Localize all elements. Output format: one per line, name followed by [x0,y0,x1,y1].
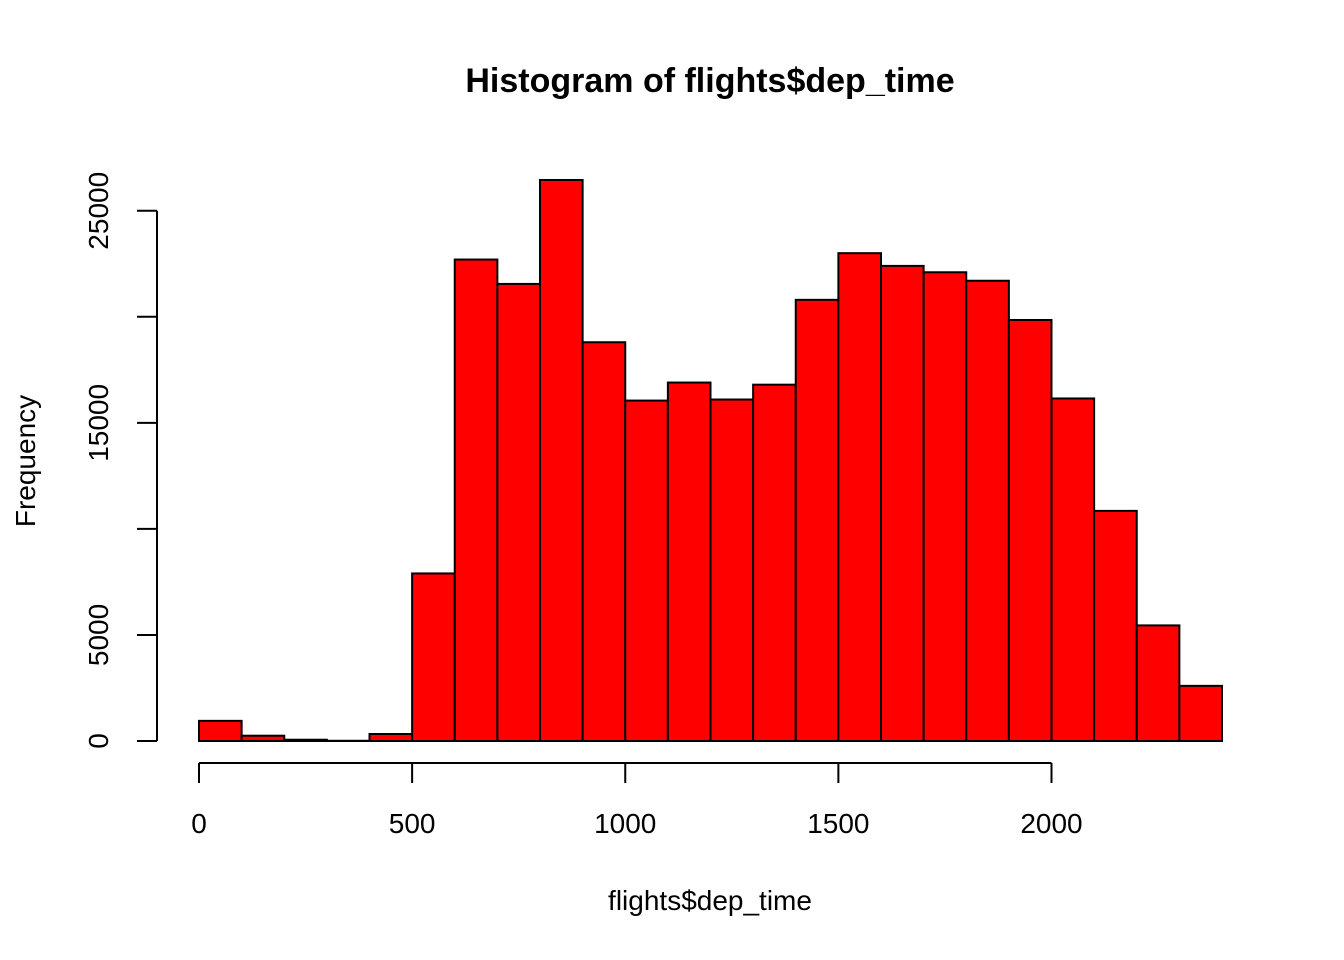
histogram-bar-20 [1050,397,1096,742]
histogram-bar-19 [1007,318,1053,742]
histogram-bar-15 [837,252,882,742]
histogram-bar-17 [922,271,968,742]
histogram-bar-13 [752,383,797,742]
histogram-bar-14 [794,298,840,742]
histogram-bar-22 [1135,624,1181,743]
y-tick-label-5: 25000 [83,172,114,250]
x-tick-label-0: 0 [191,808,207,839]
y-tick-label-0: 0 [83,733,114,749]
histogram-bar-9 [581,341,627,742]
histogram-bar-18 [965,279,1010,742]
y-axis: 0 5000 15000 25000 [83,172,158,749]
x-tick-label-1: 500 [389,808,436,839]
histogram-bar-21 [1093,509,1138,742]
histogram-bar-23 [1178,684,1223,742]
histogram-bar-10 [624,399,669,742]
histogram-bar-4 [368,733,414,742]
histogram-bar-11 [666,381,712,742]
chart-title: Histogram of flights$dep_time [465,62,954,100]
histogram-bar-2 [283,738,328,743]
histogram-bar-6 [453,258,499,742]
histogram-bar-0 [198,719,243,742]
x-axis-label: flights$dep_time [608,885,812,916]
bars-group [198,179,1223,743]
y-tick-label-1: 5000 [83,604,114,666]
histogram-bar-12 [709,398,755,742]
histogram-bar-5 [411,572,456,742]
histogram-bar-1 [240,734,286,743]
y-tick-label-3: 15000 [83,384,114,462]
histogram-bar-7 [496,282,541,742]
histogram-bar-16 [880,264,925,742]
x-tick-label-2: 1000 [594,808,656,839]
y-axis-label: Frequency [10,395,41,527]
histogram-bar-8 [539,179,584,742]
x-tick-label-4: 2000 [1020,808,1082,839]
x-axis: 0 500 1000 1500 2000 [191,762,1083,839]
x-tick-label-3: 1500 [807,808,869,839]
